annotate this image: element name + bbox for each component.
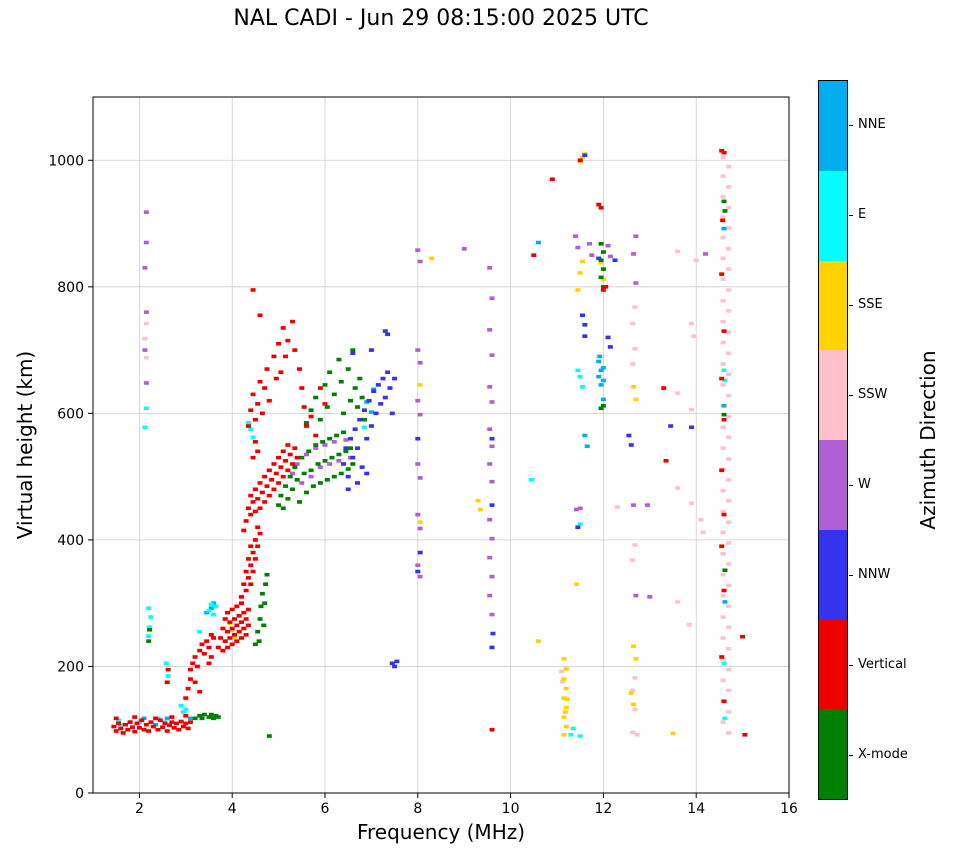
series-x-mode bbox=[146, 199, 728, 738]
colorbar-segment-nne bbox=[819, 81, 847, 171]
y-tick-label: 0 bbox=[75, 786, 84, 802]
y-tick-label: 1000 bbox=[48, 153, 84, 169]
series-w bbox=[142, 210, 708, 617]
y-tick-label: 600 bbox=[57, 406, 84, 422]
colorbar-label-w: W bbox=[858, 477, 871, 492]
series-sse bbox=[227, 152, 676, 737]
x-tick-label: 6 bbox=[321, 801, 330, 817]
scatter-points bbox=[111, 148, 748, 738]
x-tick-label: 16 bbox=[780, 801, 798, 817]
x-tick-label: 14 bbox=[687, 801, 705, 817]
colorbar-tick bbox=[849, 575, 853, 576]
series-nne bbox=[127, 226, 728, 727]
colorbar-tick bbox=[849, 485, 853, 486]
colorbar-title: Azimuth Direction bbox=[916, 350, 940, 530]
chart-title: NAL CADI - Jun 29 08:15:00 2025 UTC bbox=[233, 6, 649, 31]
x-tick-label: 12 bbox=[594, 801, 612, 817]
colorbar-tick bbox=[849, 215, 853, 216]
colorbar-segment-e bbox=[819, 170, 847, 261]
colorbar-label-sse: SSE bbox=[858, 297, 883, 312]
gridlines bbox=[93, 97, 790, 794]
colorbar-segment-nnw bbox=[819, 529, 847, 620]
y-tick-label: 800 bbox=[57, 280, 84, 296]
colorbar-segment-ssw bbox=[819, 350, 847, 440]
colorbar-tick bbox=[849, 395, 853, 396]
x-tick-label: 10 bbox=[502, 801, 520, 817]
colorbar-label-nnw: NNW bbox=[858, 567, 891, 582]
colorbar-label-vertical: Vertical bbox=[858, 657, 907, 672]
x-tick-label: 2 bbox=[135, 801, 144, 817]
y-axis-label: Virtual height (km) bbox=[13, 350, 37, 540]
x-tick-label: 4 bbox=[228, 801, 237, 817]
colorbar-segment-w bbox=[819, 440, 847, 530]
colorbar-segment-vertical bbox=[819, 619, 847, 710]
colorbar-tick bbox=[849, 665, 853, 666]
colorbar-label-e: E bbox=[858, 207, 867, 222]
colorbar-tick bbox=[849, 755, 853, 756]
series-nnw bbox=[341, 153, 695, 669]
x-tick-label: 8 bbox=[413, 801, 422, 817]
series-ssw bbox=[142, 155, 732, 737]
colorbar-label-ssw: SSW bbox=[858, 387, 888, 402]
y-tick-label: 200 bbox=[57, 659, 84, 675]
colorbar-segment-sse bbox=[819, 260, 847, 351]
y-tick-label: 400 bbox=[57, 533, 84, 549]
colorbar-label-x-mode: X-mode bbox=[858, 747, 908, 762]
axes: 2 4 6 8 10 12 14 16 0 200 400 600 800 1000 bbox=[48, 96, 798, 817]
colorbar-tick bbox=[849, 125, 853, 126]
series-vertical bbox=[111, 148, 748, 737]
colorbar-tick bbox=[849, 305, 853, 306]
colorbar-segment-x-mode bbox=[819, 709, 847, 799]
azimuth-colorbar bbox=[818, 80, 848, 800]
x-axis-label: Frequency (MHz) bbox=[356, 820, 526, 844]
colorbar-label-nne: NNE bbox=[858, 117, 886, 132]
